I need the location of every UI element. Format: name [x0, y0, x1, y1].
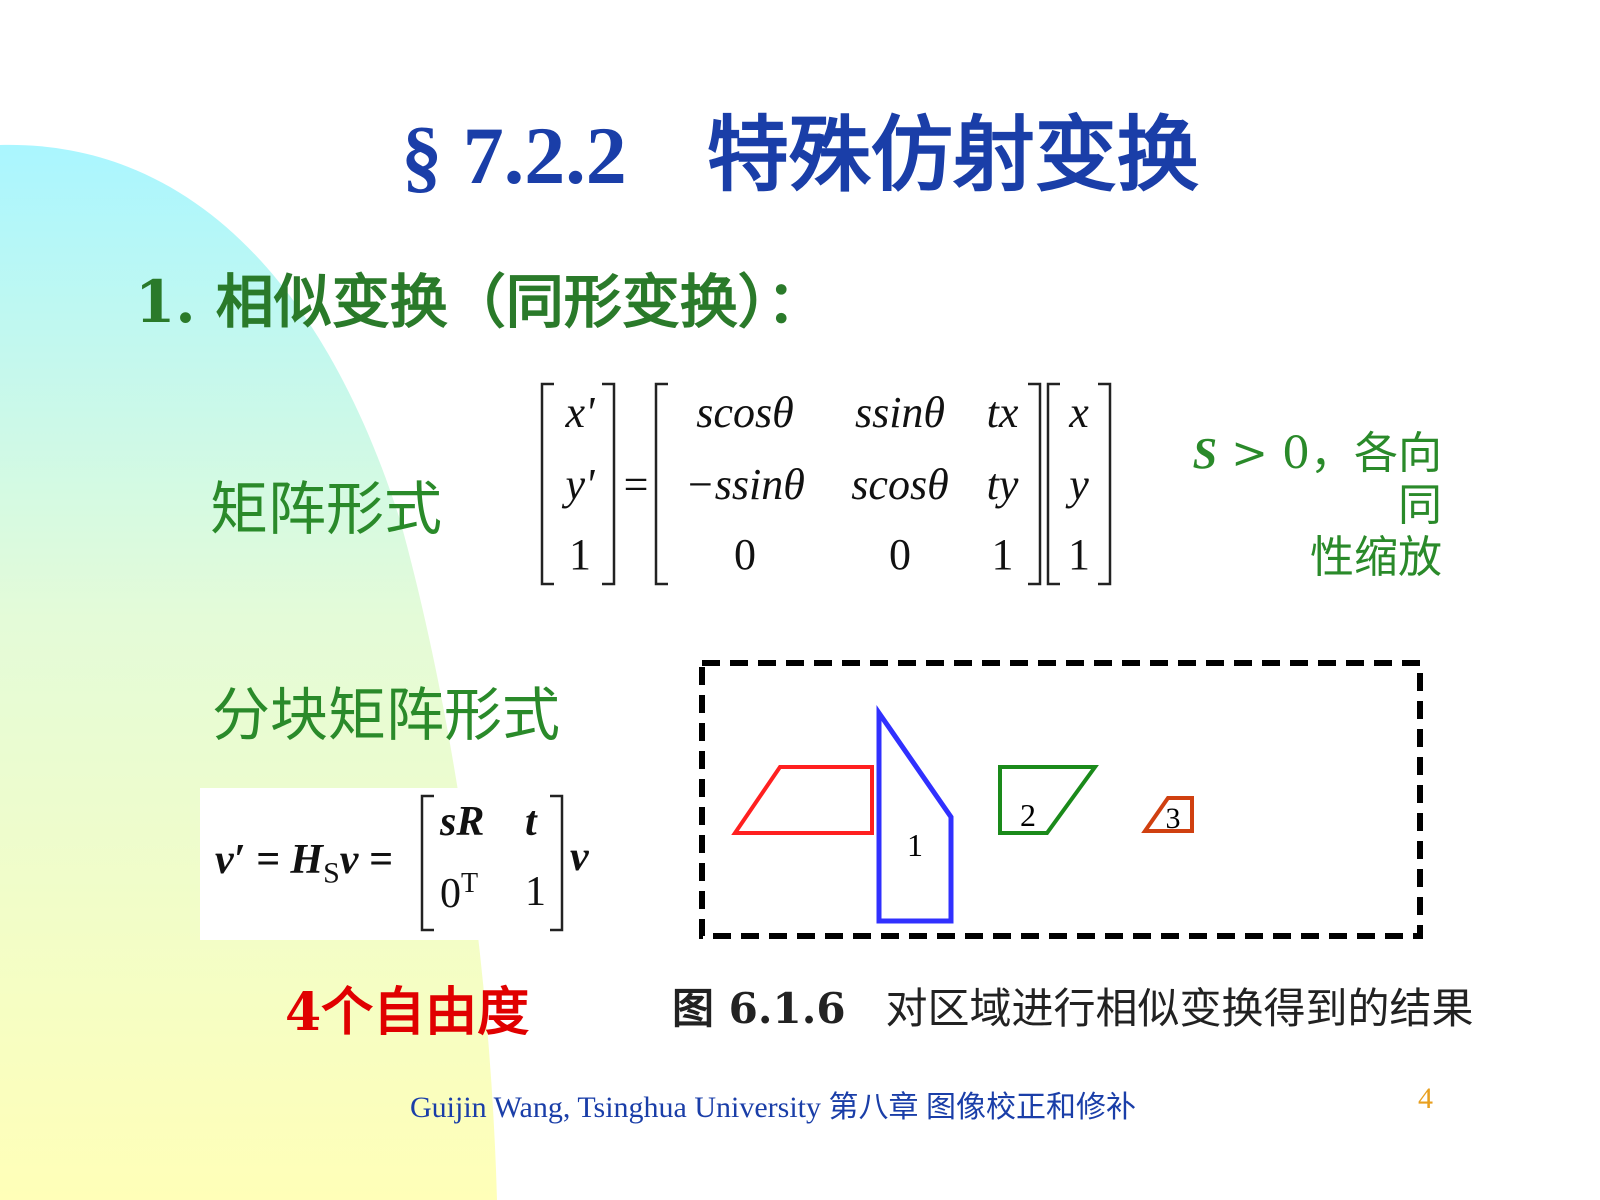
note-line2: 性缩放: [1310, 532, 1442, 583]
rhs-1: 1: [1068, 530, 1090, 579]
rhs-x: x: [1069, 388, 1089, 437]
block-1: 1: [525, 869, 546, 915]
m11: scosθ: [851, 460, 949, 509]
matrix-form-label: 矩阵形式: [210, 475, 443, 543]
shape-2-label: 2: [1020, 797, 1036, 833]
lhs-y: y': [565, 460, 595, 509]
block-sR: sR: [440, 799, 485, 845]
figure-dashed-border: [699, 660, 1423, 939]
shape-2: [998, 765, 1099, 835]
slide-title: § 7.2.2 特殊仿射变换: [0, 88, 1600, 207]
scale-note: S > 0，各向同 性缩放: [1150, 428, 1442, 584]
block-0: 0: [440, 871, 461, 917]
matrix-equation: x' y' 1 = scosθ ssinθ tx −ssinθ scosθ ty…: [540, 382, 1120, 587]
m20: 0: [734, 530, 756, 579]
rhs-y: y: [1069, 460, 1089, 509]
m10: −ssinθ: [685, 460, 805, 509]
page-number: 4: [1418, 1082, 1433, 1115]
block-lhs-text: v′ = H: [215, 837, 324, 883]
lhs-1: 1: [569, 530, 591, 579]
title-text: 特殊仿射变换: [706, 110, 1199, 201]
m12: ty: [986, 460, 1019, 509]
note-line1: > 0，各向同: [1217, 428, 1442, 531]
lhs-x: x': [565, 388, 595, 437]
section-number: § 7.2.2: [401, 110, 627, 201]
block-mid: v =: [339, 837, 393, 883]
block-t: t: [525, 799, 537, 845]
shape-1-label: 1: [907, 827, 923, 863]
block-brackets: [420, 794, 564, 932]
block-lhs: v′ = HSv =: [215, 836, 393, 890]
m02: tx: [986, 388, 1019, 437]
original-shape: [731, 765, 874, 835]
footer: Guijin Wang, Tsinghua University 第八章 图像校…: [410, 1091, 1137, 1124]
m21: 0: [889, 530, 911, 579]
superscript-T: T: [461, 868, 479, 899]
shape-3: [1141, 796, 1194, 833]
caption-number: 图 6.1.6: [672, 984, 846, 1033]
block-form-label: 分块矩阵形式: [212, 681, 561, 749]
block-equation: v′ = HSv = sR t 0T 1 v: [200, 788, 610, 940]
subscript-s: S: [323, 856, 340, 890]
block-rhs: v: [570, 834, 589, 880]
shape-3-label: 3: [1166, 802, 1181, 835]
note-var: S: [1192, 429, 1218, 478]
m01: ssinθ: [854, 388, 946, 437]
matrix-brackets: [540, 382, 1112, 586]
equals: =: [623, 460, 649, 509]
similarity-figure: 1 2 3: [699, 660, 1423, 939]
heading: 1. 相似变换（同形变换）：: [135, 268, 825, 336]
figure-caption: 图 6.1.6 对区域进行相似变换得到的结果: [672, 975, 1474, 1036]
caption-text: 对区域进行相似变换得到的结果: [885, 984, 1474, 1033]
m00: scosθ: [696, 388, 794, 437]
shape-1: [876, 704, 954, 924]
degrees-of-freedom: 4个自由度: [285, 982, 530, 1043]
m22: 1: [991, 530, 1014, 579]
